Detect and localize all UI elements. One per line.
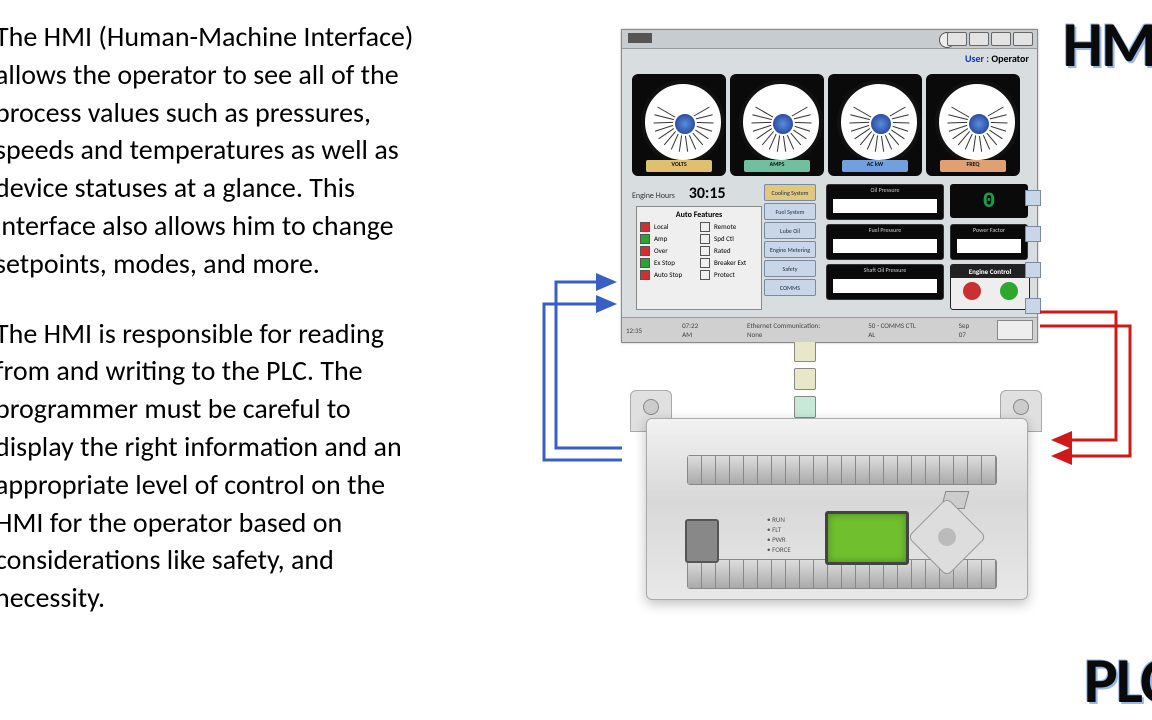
engine-hours-value: 30:15 — [689, 184, 726, 203]
hmi-logo-icon — [628, 33, 652, 43]
auto-features-title: Auto Features — [640, 210, 758, 220]
gauge-label: AC kW — [842, 160, 908, 172]
user-value: Operator — [991, 52, 1029, 65]
hmi-footer: 12:3507:22 AMEthernet Communication: Non… — [622, 317, 1037, 342]
start-button[interactable] — [1000, 282, 1018, 300]
nav-button[interactable]: Cooling System — [764, 184, 816, 201]
nav-button[interactable]: Engine Metering — [764, 241, 816, 258]
gauge-label: VOLTS — [646, 160, 712, 172]
titlebar-button[interactable] — [969, 32, 989, 46]
bar-gauge-group-right: Power Factor — [950, 224, 1028, 260]
hmi-side-buttons — [1025, 190, 1039, 314]
bar-gauge: Fuel Pressure — [826, 224, 944, 260]
gauge-label: AMPS — [744, 160, 810, 172]
nav-button[interactable]: Safety — [764, 260, 816, 277]
titlebar-button[interactable] — [1013, 32, 1033, 46]
bar-gauge: Shaft Oil Pressure — [826, 264, 944, 300]
hmi-label: HMI — [1063, 6, 1152, 84]
plc-lcd-screen — [825, 511, 909, 565]
nav-button[interactable]: Lube Oil — [764, 222, 816, 239]
plc-device: • RUN• FLT• PWR• FORCE — [626, 390, 1046, 630]
status-icon[interactable] — [794, 340, 816, 362]
engine-hours-label: Engine Hours — [632, 191, 675, 201]
nav-button[interactable]: Fuel System — [764, 203, 816, 220]
footer-button[interactable] — [997, 320, 1033, 340]
side-button[interactable] — [1025, 190, 1041, 206]
hmi-titlebar-buttons — [947, 32, 1033, 46]
side-button[interactable] — [1025, 298, 1041, 314]
nav-button[interactable]: COMMS — [764, 279, 816, 296]
user-label: User : — [965, 52, 989, 65]
plc-label: PLC — [1084, 642, 1152, 720]
titlebar-button[interactable] — [991, 32, 1011, 46]
digital-value: 0 — [982, 189, 995, 214]
stop-button[interactable] — [963, 282, 981, 300]
bar-gauge-group-left: Oil Pressure Fuel Pressure Shaft Oil Press… — [826, 184, 944, 300]
engine-hours: Engine Hours 30:15 — [632, 184, 726, 203]
engine-speed-digital: 0 — [950, 184, 1028, 218]
gauge: AC kW — [828, 74, 922, 176]
terminal-strip-top — [687, 455, 997, 485]
status-icon[interactable] — [794, 368, 816, 390]
status-leds: • RUN• FLT• PWR• FORCE — [767, 515, 791, 555]
gauge: FREQ — [926, 74, 1020, 176]
gauge: AMPS — [730, 74, 824, 176]
gauge: VOLTS — [632, 74, 726, 176]
side-button[interactable] — [1025, 262, 1041, 278]
nav-button-column: Cooling System Fuel System Lube Oil Engine … — [764, 184, 816, 296]
hmi-titlebar — [622, 30, 1037, 49]
text-column: The HMI (Human-Machine Interface) allows… — [0, 18, 435, 649]
titlebar-button[interactable] — [947, 32, 967, 46]
bar-gauge: Power Factor — [950, 224, 1028, 260]
hmi-user: User : Operator — [965, 52, 1029, 65]
hmi-panel: User : Operator VOLTS AMPS AC kW FREQ Engin… — [621, 29, 1038, 343]
paragraph-2: The HMI is responsible for reading from … — [0, 315, 435, 617]
side-button[interactable] — [1025, 226, 1041, 242]
serial-port-icon — [685, 519, 719, 563]
plc-body: • RUN• FLT• PWR• FORCE — [646, 418, 1028, 600]
paragraph-1: The HMI (Human-Machine Interface) allows… — [0, 18, 435, 283]
auto-features-panel: Auto Features LocalRemoteAmpSpd CtlOverR… — [636, 206, 762, 310]
engine-control-title: Engine Control — [951, 265, 1029, 278]
gauge-label: FREQ — [940, 160, 1006, 172]
engine-control-panel: Engine Control — [950, 264, 1030, 310]
hmi-mid: Engine Hours 30:15 Auto Features LocalRe… — [632, 184, 1029, 314]
gauge-row: VOLTS AMPS AC kW FREQ — [632, 74, 1020, 176]
bar-gauge: Oil Pressure — [826, 184, 944, 220]
